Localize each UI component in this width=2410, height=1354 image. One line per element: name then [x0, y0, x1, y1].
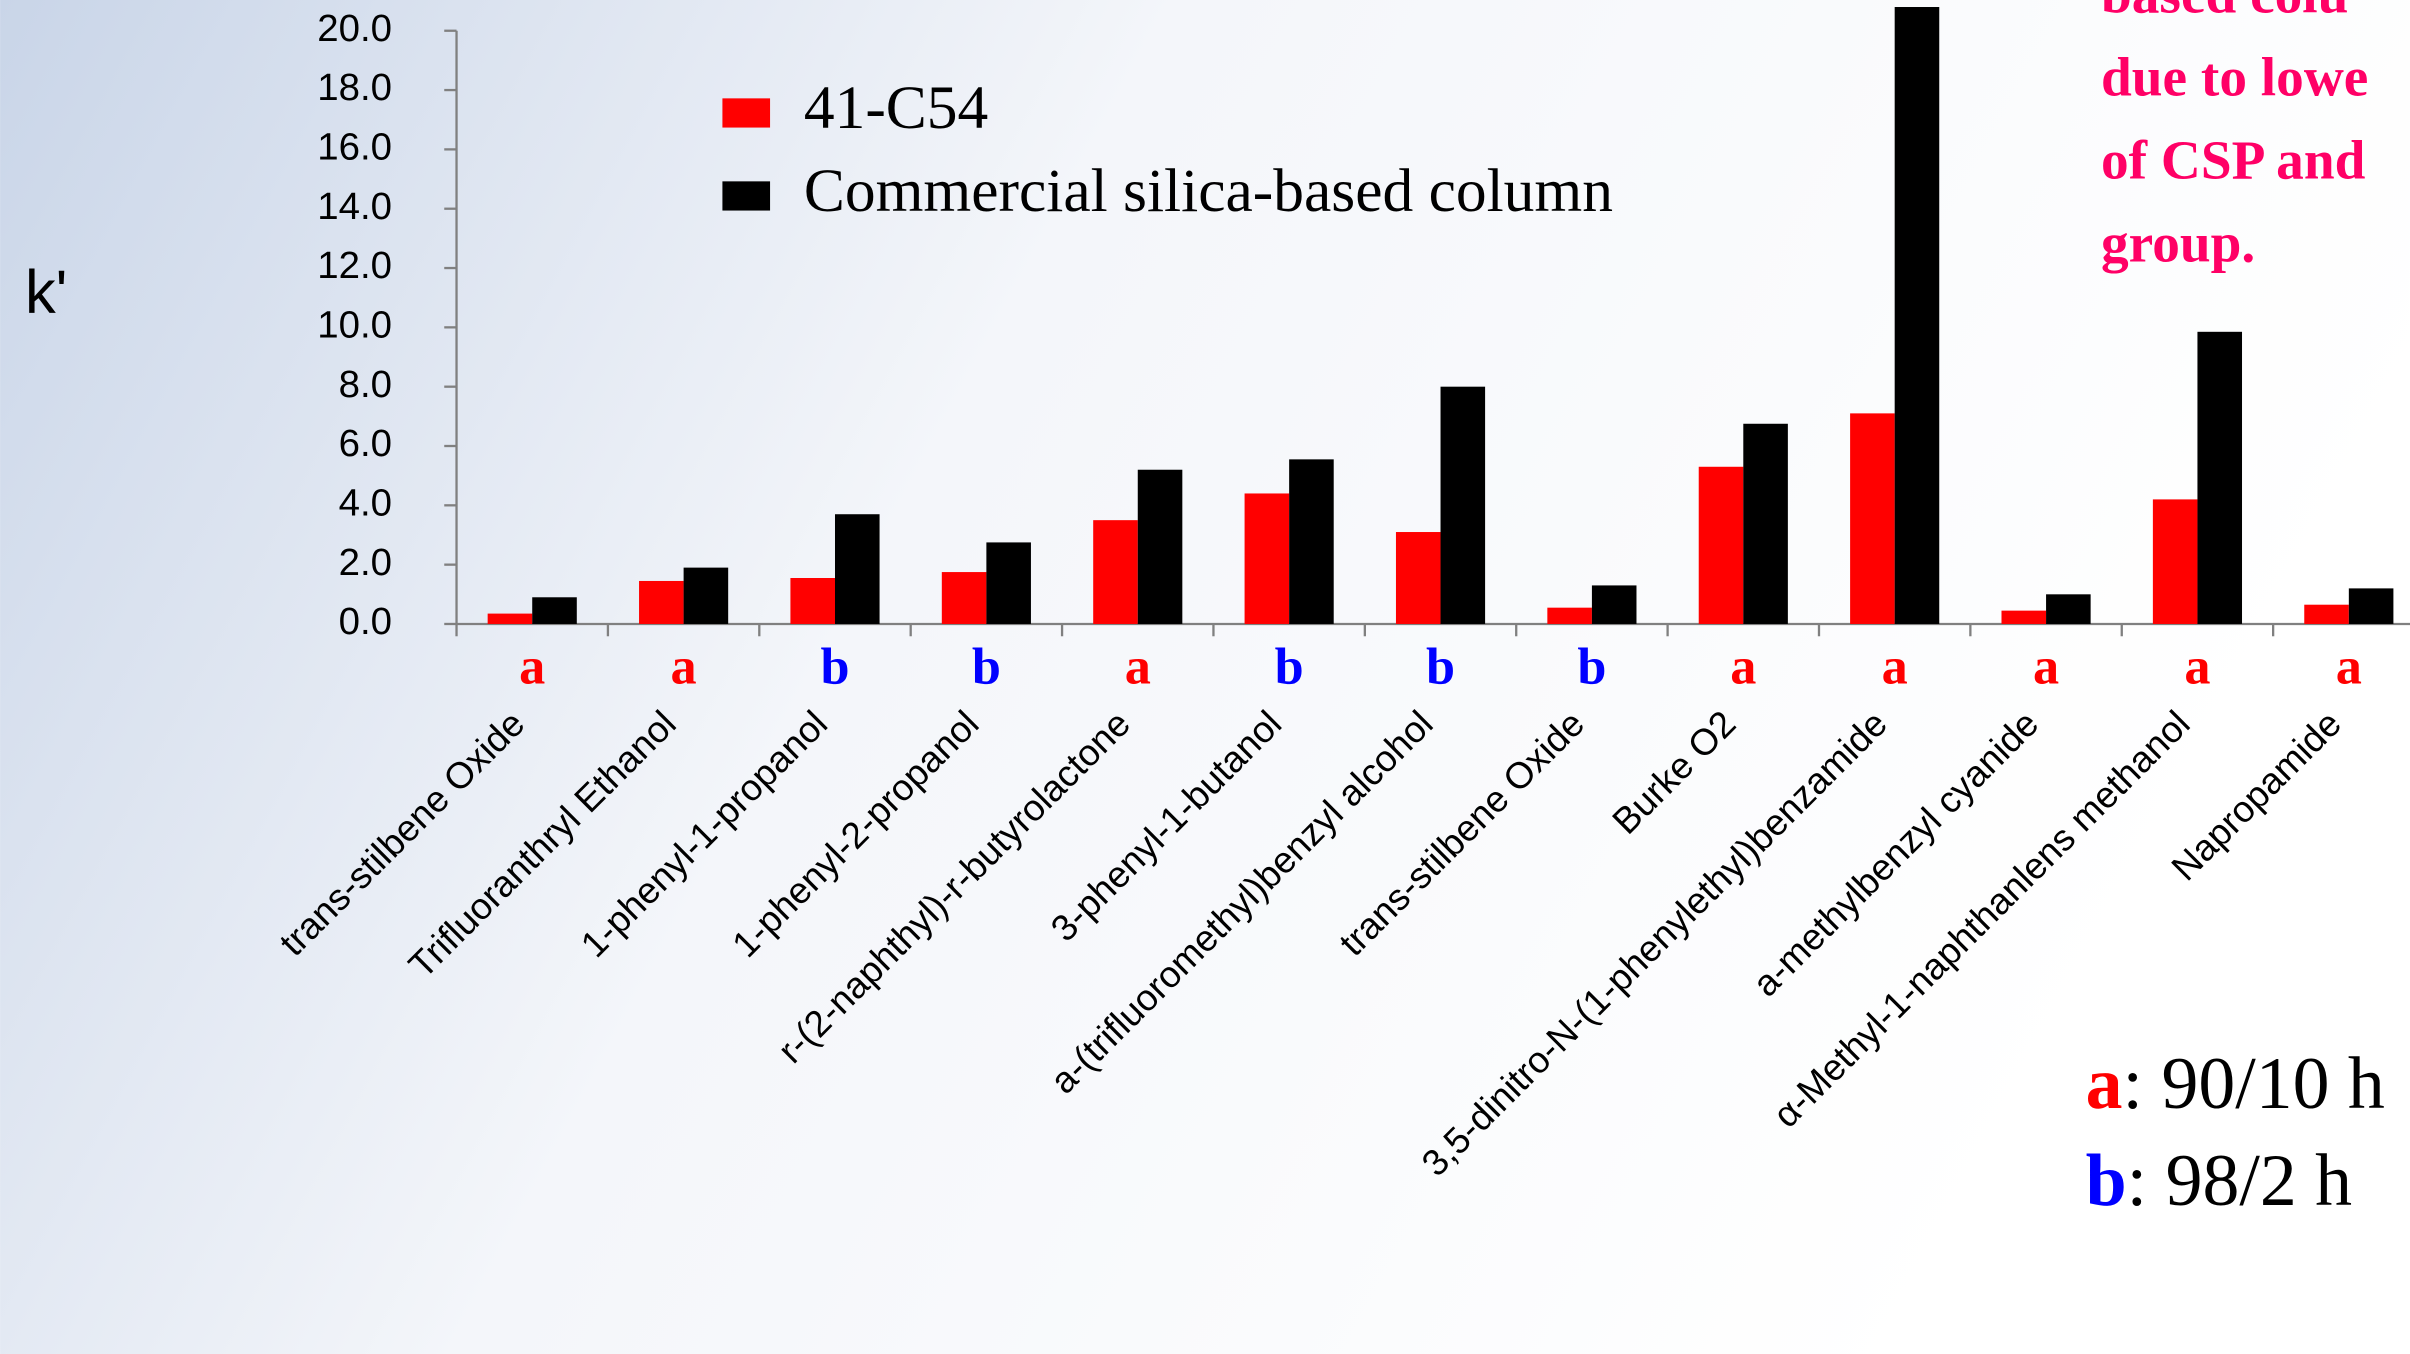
mobile-phase-letter: a: [2033, 638, 2059, 696]
mobile-phase-letter: a: [1730, 638, 1756, 696]
bar: [1850, 413, 1895, 624]
y-tick-label: 16.0: [317, 126, 392, 169]
annotation-line: of CSP and: [2101, 130, 2366, 191]
mobile-phase-letter: a: [671, 638, 697, 696]
bar: [1547, 607, 1592, 624]
key-entry: a: 90/10 h: [2086, 1042, 2385, 1124]
annotation-line: group.: [2101, 213, 2255, 274]
bar: [487, 613, 533, 624]
legend-label: 41-C54: [804, 74, 988, 142]
bar: [1591, 585, 1637, 624]
mobile-phase-letter: a: [2336, 638, 2362, 696]
key-letter: b: [2086, 1139, 2127, 1221]
mobile-phase-letter: a: [1882, 638, 1908, 696]
legend-swatch: [722, 98, 771, 128]
y-tick-label: 14.0: [317, 185, 392, 228]
bar: [1698, 466, 1744, 624]
bar: [790, 578, 835, 624]
bar: [2348, 588, 2394, 624]
bar: [2197, 331, 2243, 624]
bar: [986, 542, 1031, 624]
annotation-line: based colu: [2101, 0, 2348, 25]
bar: [941, 572, 987, 624]
bar: [1743, 423, 1788, 624]
bar: [834, 514, 880, 624]
y-tick-label: 10.0: [317, 304, 392, 347]
y-tick-label: 6.0: [339, 422, 392, 465]
key-text: : 98/2 h: [2127, 1139, 2352, 1221]
mobile-phase-letter: a: [1125, 638, 1151, 696]
bar: [1440, 386, 1486, 624]
y-tick-label: 4.0: [339, 481, 392, 524]
mobile-phase-letter: a: [2184, 638, 2210, 696]
y-axis-label: k': [25, 258, 67, 327]
bar: [1093, 520, 1138, 624]
y-tick-label: 12.0: [317, 244, 392, 287]
bar: [1894, 7, 1940, 624]
mobile-phase-letter: b: [1577, 638, 1606, 696]
y-tick-label: 0.0: [339, 600, 392, 643]
key-entry: b: 98/2 h: [2086, 1139, 2352, 1221]
bar: [683, 567, 729, 624]
mobile-phase-letter: b: [1426, 638, 1455, 696]
mobile-phase-letter: b: [820, 638, 849, 696]
bar: [2152, 499, 2198, 624]
key-letter: a: [2086, 1042, 2123, 1124]
y-tick-label: 2.0: [339, 541, 392, 584]
bar: [1137, 469, 1183, 624]
bar: [2304, 604, 2349, 624]
annotation-line: due to lowe: [2101, 47, 2368, 108]
mobile-phase-letter: b: [972, 638, 1001, 696]
bar: [1395, 532, 1441, 624]
y-tick-label: 20.0: [317, 7, 392, 50]
y-tick-label: 8.0: [339, 363, 392, 406]
bar: [2001, 610, 2047, 624]
key-text: : 90/10 h: [2123, 1042, 2385, 1124]
legend-swatch: [722, 181, 771, 211]
y-tick-label: 18.0: [317, 66, 392, 109]
bar: [1244, 493, 1290, 624]
legend-label: Commercial silica-based column: [804, 157, 1613, 225]
bar: [1289, 459, 1334, 624]
bar: [2046, 594, 2091, 624]
bar: [532, 597, 577, 624]
bar: [639, 580, 684, 624]
mobile-phase-letter: a: [519, 638, 545, 696]
mobile-phase-letter: b: [1275, 638, 1304, 696]
